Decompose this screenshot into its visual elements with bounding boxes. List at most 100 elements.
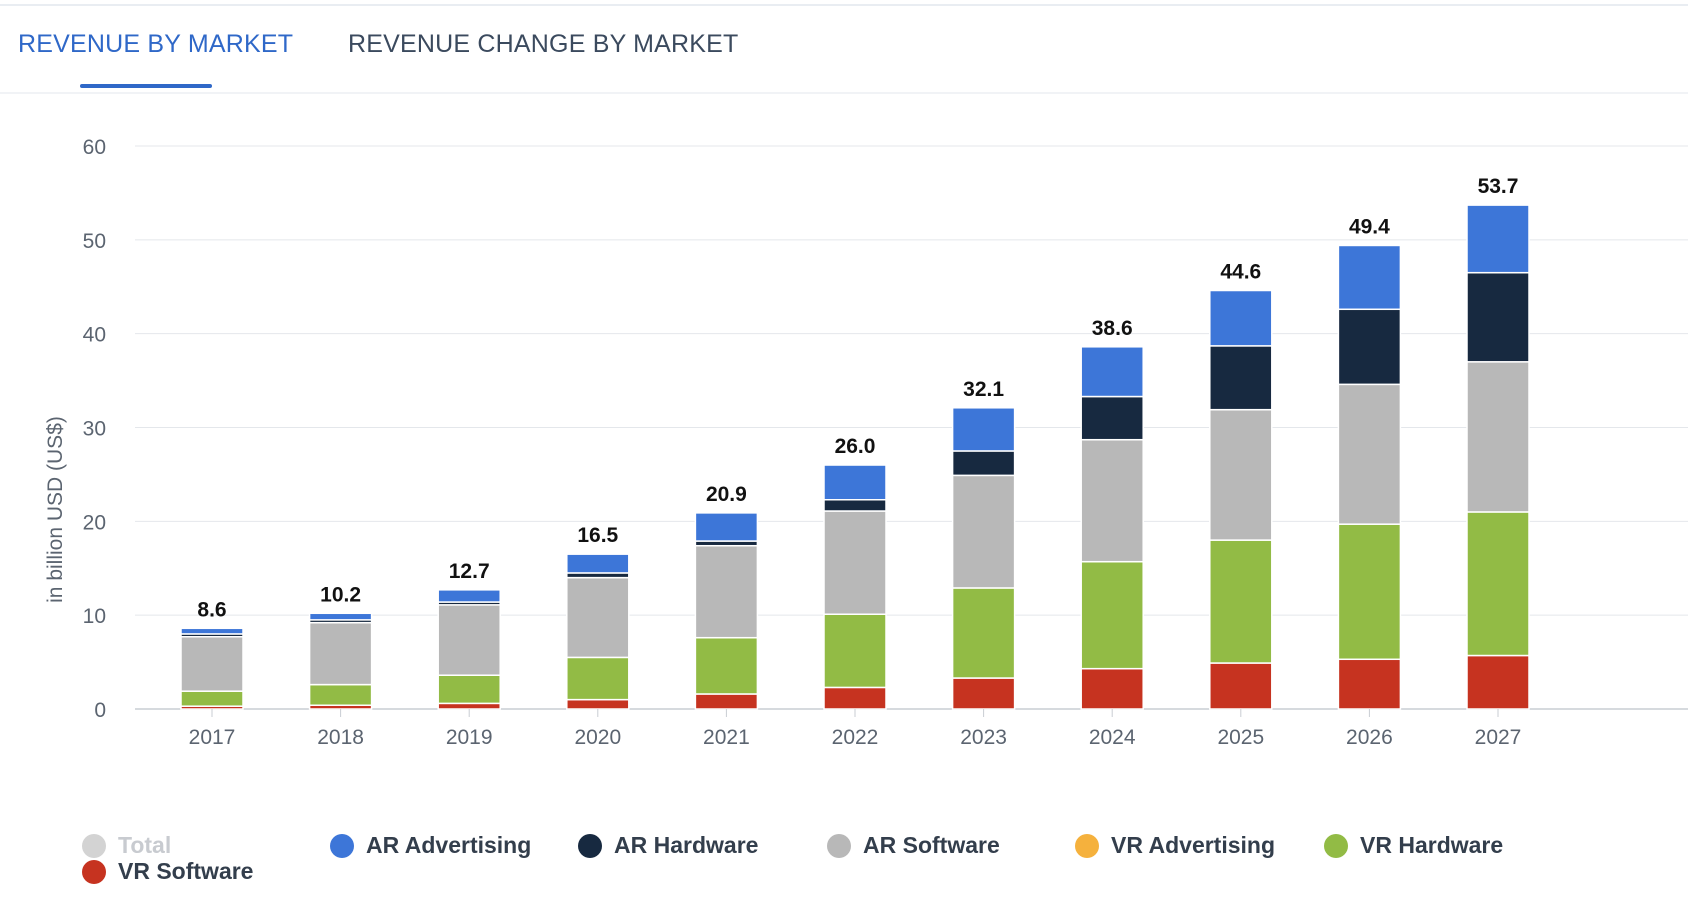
bar-segment-ar-hardware[interactable] bbox=[823, 499, 887, 512]
bar-segment-ar-software[interactable] bbox=[694, 544, 759, 639]
bar-segment-ar-advertising[interactable] bbox=[1466, 204, 1530, 274]
legend-item-ar-advertising[interactable]: AR Advertising bbox=[330, 832, 531, 859]
bar-segment-ar-advertising[interactable] bbox=[566, 553, 630, 574]
bar-segment-ar-software[interactable] bbox=[1080, 438, 1144, 563]
bar-segment-ar-hardware[interactable] bbox=[1080, 395, 1144, 441]
y-tick-label: 60 bbox=[83, 136, 106, 159]
bar-segment-vr-hardware[interactable] bbox=[1080, 560, 1144, 670]
total-data-label: 32.1 bbox=[963, 378, 1004, 401]
x-tick-label: 2027 bbox=[1475, 726, 1522, 749]
total-data-label: 44.6 bbox=[1220, 261, 1261, 284]
tab-revenue-change-by-market[interactable]: REVENUE CHANGE BY MARKET bbox=[348, 30, 739, 58]
bar-segment-ar-software[interactable] bbox=[1337, 383, 1402, 525]
total-data-label: 38.6 bbox=[1092, 317, 1133, 340]
legend-label: AR Hardware bbox=[614, 832, 759, 858]
legend-item-ar-software[interactable]: AR Software bbox=[827, 832, 1000, 859]
stacked-bar-chart: 0 10 20 30 40 50 60 in billion USD (US$) 8.6 2017… bbox=[44, 136, 1688, 749]
active-tab-indicator bbox=[80, 84, 212, 88]
y-tick-label: 10 bbox=[83, 605, 106, 628]
y-tick-label: 30 bbox=[83, 418, 106, 441]
bar-segment-ar-advertising[interactable] bbox=[180, 627, 244, 635]
total-data-label: 12.7 bbox=[449, 560, 490, 583]
legend-item-total[interactable]: Total bbox=[82, 832, 171, 859]
bar-segment-vr-hardware[interactable] bbox=[566, 656, 630, 701]
y-tick-label: 20 bbox=[83, 511, 106, 534]
bar-segment-ar-advertising[interactable] bbox=[308, 612, 373, 621]
y-tick-label: 50 bbox=[83, 230, 106, 253]
total-data-label: 10.2 bbox=[320, 583, 361, 606]
bar-segment-vr-hardware[interactable] bbox=[1466, 511, 1530, 657]
tab-revenue-by-market[interactable]: REVENUE BY MARKET bbox=[18, 30, 294, 58]
total-data-label: 8.6 bbox=[197, 598, 226, 621]
y-tick-label: 40 bbox=[83, 324, 106, 347]
x-tick-label: 2023 bbox=[960, 726, 1007, 749]
bar-segment-vr-hardware[interactable] bbox=[308, 683, 373, 706]
bar-segment-ar-software[interactable] bbox=[437, 604, 501, 676]
legend-item-vr-advertising[interactable]: VR Advertising bbox=[1075, 832, 1275, 859]
bar-segment-vr-hardware[interactable] bbox=[1209, 539, 1273, 664]
y-tick-label: 0 bbox=[94, 699, 106, 722]
bar-segment-ar-advertising[interactable] bbox=[437, 589, 501, 603]
x-tick-label: 2022 bbox=[832, 726, 879, 749]
legend-item-vr-software[interactable]: VR Software bbox=[82, 858, 253, 885]
bar-segment-ar-hardware[interactable] bbox=[1466, 271, 1530, 363]
legend-item-ar-hardware[interactable]: AR Hardware bbox=[578, 832, 758, 859]
bar-segment-ar-software[interactable] bbox=[1466, 361, 1530, 513]
bar-segment-ar-software[interactable] bbox=[1209, 408, 1273, 541]
bar-segment-ar-software[interactable] bbox=[566, 576, 630, 659]
bar-segment-vr-software[interactable] bbox=[566, 698, 630, 710]
bar-segment-vr-hardware[interactable] bbox=[951, 587, 1016, 679]
legend-marker-icon bbox=[1324, 833, 1348, 858]
bar-segment-ar-advertising[interactable] bbox=[694, 512, 759, 542]
x-tick-label: 2024 bbox=[1089, 726, 1136, 749]
bar-segment-vr-hardware[interactable] bbox=[1337, 523, 1402, 661]
x-tick-label: 2025 bbox=[1217, 726, 1264, 749]
total-data-label: 16.5 bbox=[577, 524, 618, 547]
bar-segment-ar-advertising[interactable] bbox=[1337, 244, 1402, 311]
total-data-label: 53.7 bbox=[1478, 175, 1519, 198]
bar-segment-ar-hardware[interactable] bbox=[1209, 345, 1273, 411]
bar-segment-ar-software[interactable] bbox=[308, 621, 373, 686]
x-tick-label: 2020 bbox=[574, 726, 621, 749]
bar-segment-ar-advertising[interactable] bbox=[1209, 289, 1273, 347]
bar-segment-ar-software[interactable] bbox=[180, 635, 244, 692]
bar-segment-ar-hardware[interactable] bbox=[951, 450, 1016, 477]
total-data-label: 49.4 bbox=[1349, 215, 1390, 238]
total-data-label: 20.9 bbox=[706, 483, 747, 506]
top-border bbox=[0, 4, 1688, 6]
x-tick-label: 2021 bbox=[703, 726, 750, 749]
bar-segment-vr-software[interactable] bbox=[694, 693, 759, 710]
bar-segment-vr-software[interactable] bbox=[1080, 667, 1144, 710]
bar-segment-vr-hardware[interactable] bbox=[180, 690, 244, 707]
x-tick-label: 2017 bbox=[189, 726, 236, 749]
tab-bar: REVENUE BY MARKET REVENUE CHANGE BY MARK… bbox=[0, 0, 1688, 94]
legend-marker-icon bbox=[82, 833, 106, 858]
legend-label: Total bbox=[118, 832, 172, 858]
chart-legend: Total AR Advertising AR Hardware AR Softwar… bbox=[0, 832, 1688, 920]
legend-item-vr-hardware[interactable]: VR Hardware bbox=[1324, 832, 1503, 859]
bar-segment-vr-software[interactable] bbox=[1209, 662, 1273, 710]
bar-segment-ar-software[interactable] bbox=[823, 510, 887, 615]
bar-segment-vr-software[interactable] bbox=[1337, 658, 1402, 710]
bar-segment-vr-hardware[interactable] bbox=[694, 636, 759, 695]
legend-label: AR Advertising bbox=[366, 832, 532, 858]
bar-segment-ar-hardware[interactable] bbox=[1337, 308, 1402, 386]
bar-segment-ar-advertising[interactable] bbox=[1080, 346, 1144, 398]
bar-segment-vr-hardware[interactable] bbox=[437, 674, 501, 705]
x-tick-label: 2019 bbox=[446, 726, 493, 749]
bar-segment-vr-software[interactable] bbox=[1466, 654, 1530, 710]
bar-segment-ar-advertising[interactable] bbox=[823, 464, 887, 501]
bar-segment-vr-software[interactable] bbox=[823, 686, 887, 710]
bar-segment-vr-hardware[interactable] bbox=[823, 613, 887, 689]
y-axis-label: in billion USD (US$) bbox=[44, 416, 67, 603]
bar-segment-ar-software[interactable] bbox=[951, 474, 1016, 589]
bar-segment-vr-software[interactable] bbox=[437, 702, 501, 710]
legend-label: AR Software bbox=[863, 832, 1000, 858]
total-data-label: 26.0 bbox=[835, 435, 876, 458]
bar-segment-ar-advertising[interactable] bbox=[951, 407, 1016, 452]
bar-segment-vr-software[interactable] bbox=[951, 677, 1016, 710]
legend-label: VR Software bbox=[118, 858, 254, 884]
legend-label: VR Advertising bbox=[1111, 832, 1276, 858]
x-tick-label: 2026 bbox=[1346, 726, 1393, 749]
legend-marker-icon bbox=[330, 833, 354, 858]
